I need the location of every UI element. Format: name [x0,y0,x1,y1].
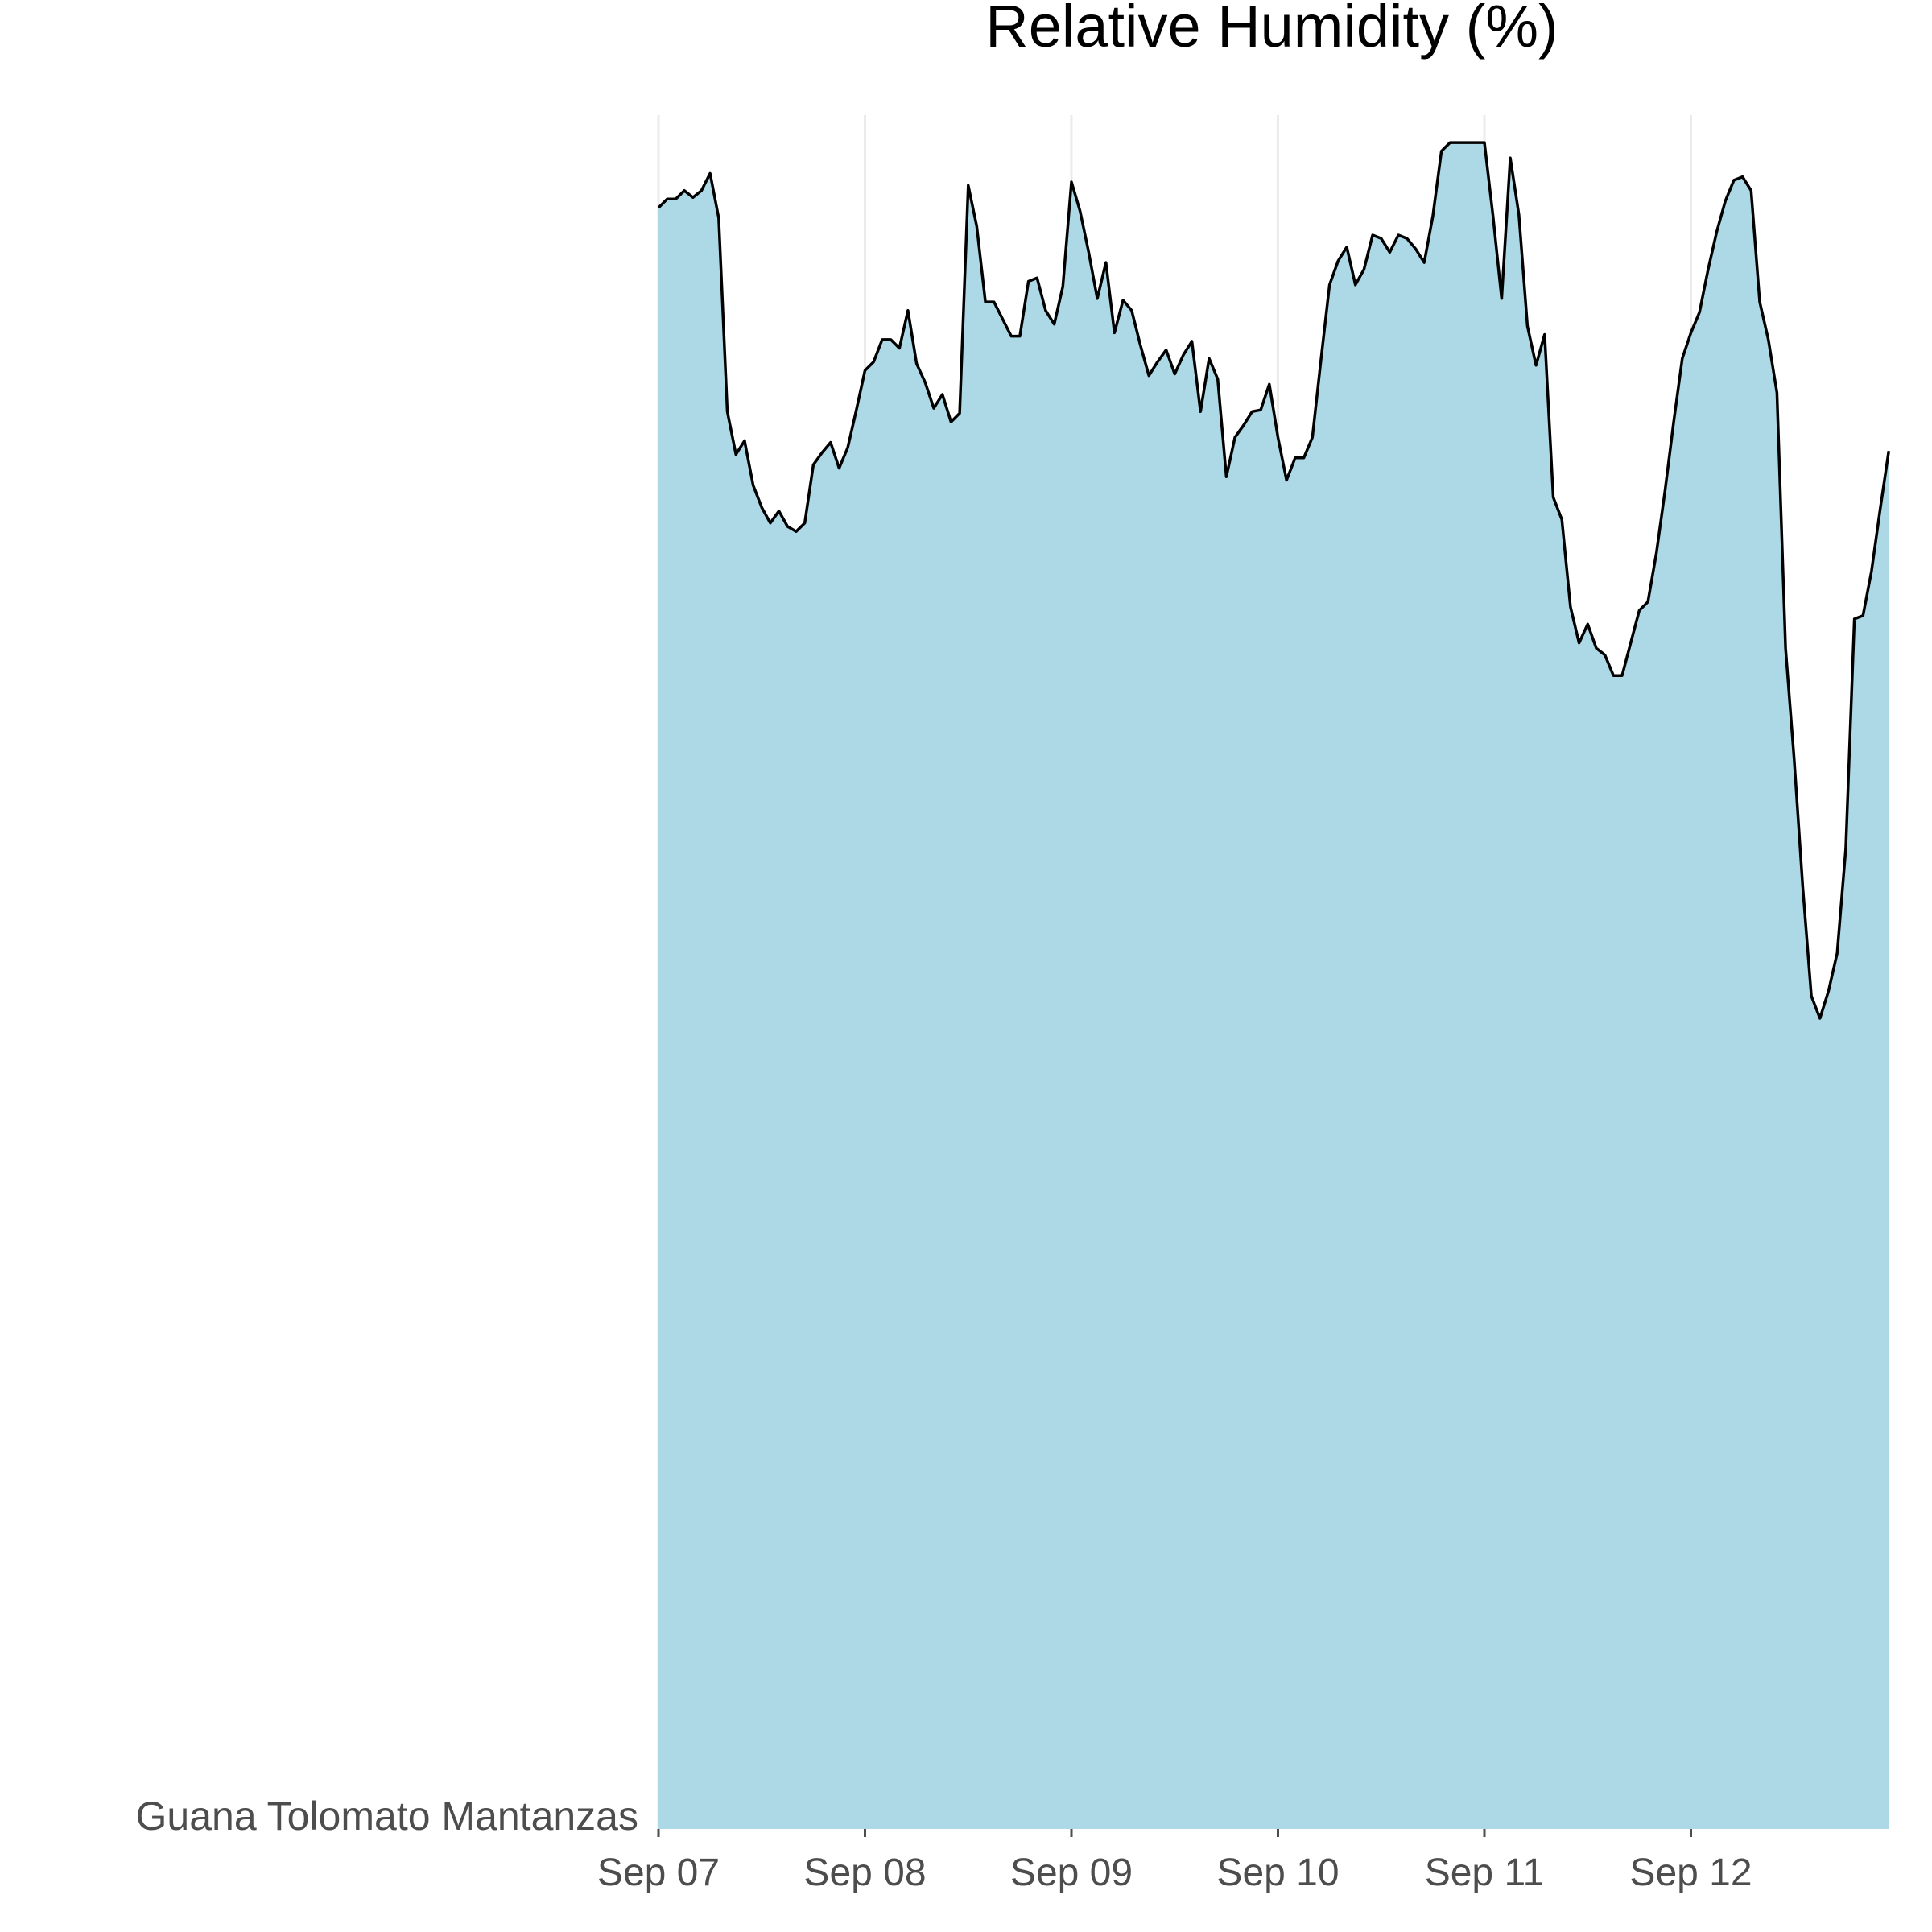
x-tick-label: Sep 12 [1629,1852,1752,1894]
x-tick-label: Sep 07 [597,1852,720,1894]
chart-title: Relative Humidity (%) [985,0,1558,60]
y-category-label: Guana Tolomato Mantanzas [136,1794,638,1839]
x-axis: Sep 07 Sep 08 Sep 09 Sep 10 Sep 11 Sep 12 [597,1829,1752,1894]
x-tick-label: Sep 09 [1010,1852,1133,1894]
humidity-line [657,141,1891,1020]
x-tick-label: Sep 10 [1216,1852,1339,1894]
humidity-area [658,142,1889,1829]
x-tick-label: Sep 08 [803,1852,926,1894]
x-tick-label: Sep 11 [1425,1852,1545,1894]
